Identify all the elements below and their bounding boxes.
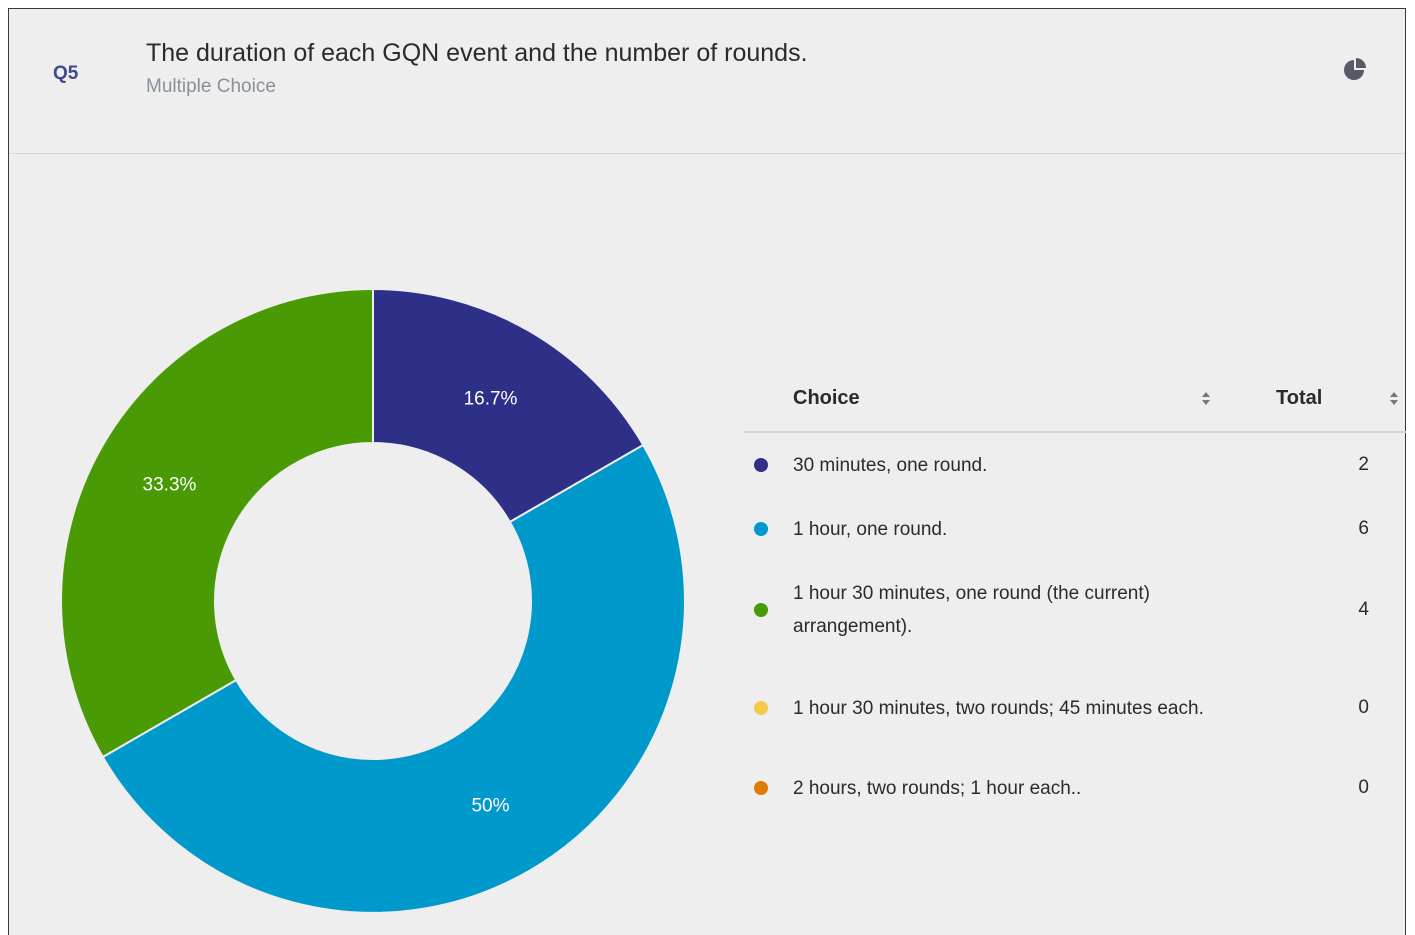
- question-title: The duration of each GQN event and the n…: [146, 39, 808, 67]
- pie-chart-icon[interactable]: [1342, 57, 1368, 83]
- choice-total: 0: [1358, 697, 1369, 718]
- question-type: Multiple Choice: [146, 76, 276, 97]
- legend-dot: [754, 458, 768, 472]
- total-sort-icon[interactable]: [1388, 389, 1400, 409]
- choices-table: Choice Total 30 minutes, one round. 2 1 ho…: [744, 377, 1406, 819]
- choice-label: 2 hours, two rounds; 1 hour each..: [793, 777, 1082, 799]
- table-row: 2 hours, two rounds; 1 hour each.. 0: [744, 757, 1406, 819]
- choice-total: 4: [1358, 599, 1369, 620]
- question-number: Q5: [53, 63, 79, 84]
- slice-percent-label: 16.7%: [464, 388, 518, 409]
- legend-dot: [754, 701, 768, 715]
- choice-label: 1 hour 30 minutes, one round (the curren…: [793, 583, 1150, 637]
- choice-label: 1 hour 30 minutes, two rounds; 45 minute…: [793, 697, 1204, 719]
- choice-total: 6: [1358, 518, 1369, 539]
- donut-slice[interactable]: [60, 287, 374, 759]
- legend-dot: [754, 781, 768, 795]
- table-body: 30 minutes, one round. 2 1 hour, one round…: [744, 433, 1406, 819]
- table-header: Choice Total: [744, 377, 1406, 433]
- choice-label: 30 minutes, one round.: [793, 454, 988, 476]
- table-row: 30 minutes, one round. 2: [744, 433, 1406, 497]
- slice-percent-label: 50%: [471, 796, 509, 817]
- question-header: Q5 The duration of each GQN event and th…: [9, 9, 1405, 154]
- legend-dot: [754, 522, 768, 536]
- table-row: 1 hour 30 minutes, two rounds; 45 minute…: [744, 659, 1406, 757]
- donut-slice[interactable]: [101, 443, 686, 914]
- choice-column-header: Choice: [793, 387, 860, 409]
- question-card: Q5 The duration of each GQN event and th…: [8, 8, 1406, 935]
- choice-total: 0: [1358, 777, 1369, 798]
- slice-percent-label: 33.3%: [143, 475, 197, 496]
- total-column-header: Total: [1276, 387, 1323, 409]
- donut-chart: 16.7% 50% 33.3%: [47, 277, 699, 922]
- table-row: 1 hour 30 minutes, one round (the curren…: [744, 561, 1406, 659]
- table-row: 1 hour, one round. 6: [744, 497, 1406, 561]
- legend-dot: [754, 603, 768, 617]
- choice-sort-icon[interactable]: [1200, 389, 1212, 409]
- choice-label: 1 hour, one round.: [793, 518, 948, 540]
- choice-total: 2: [1358, 454, 1369, 475]
- donut-slice[interactable]: [372, 287, 645, 524]
